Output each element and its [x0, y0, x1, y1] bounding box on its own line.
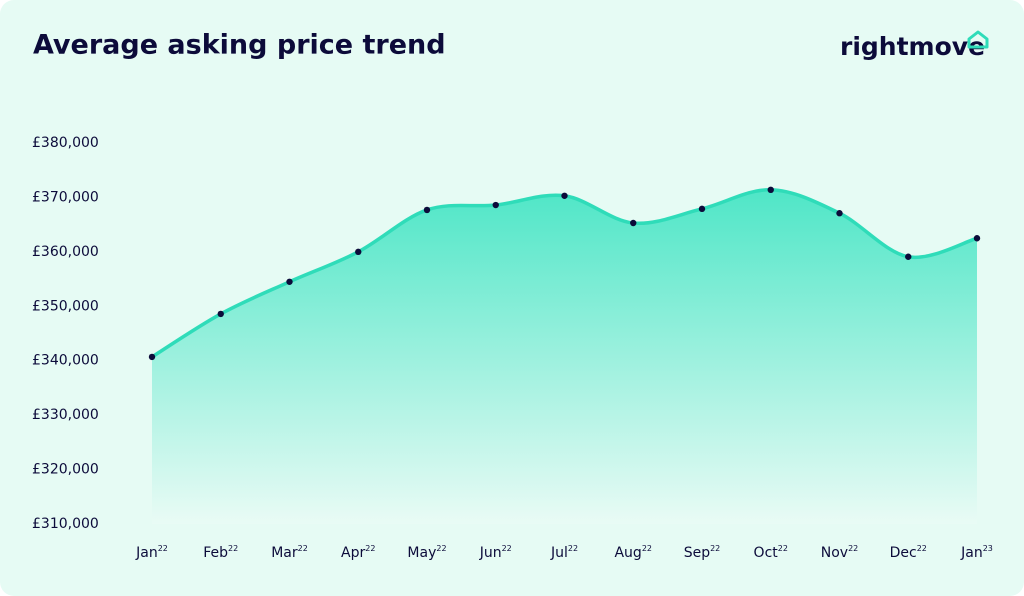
data-point [630, 219, 637, 227]
x-tick-month: Mar [271, 545, 298, 561]
data-point [355, 248, 362, 256]
data-point [286, 278, 293, 285]
x-tick-month: Oct [754, 545, 779, 561]
data-point [836, 210, 843, 217]
data-point [561, 192, 568, 199]
x-tick-year: 23 [983, 544, 993, 553]
chart-title: Average asking price trend [33, 30, 446, 61]
x-tick-label: Jul22 [550, 544, 578, 562]
x-tick-month: Jun [479, 545, 502, 561]
x-tick-month: Jan [960, 545, 983, 561]
data-point [423, 206, 431, 214]
y-tick-label: £380,000 [32, 135, 99, 151]
y-tick-label: £370,000 [32, 189, 99, 205]
x-tick-month: Nov [821, 545, 848, 561]
x-tick-label: Aug22 [614, 544, 652, 562]
x-tick-year: 22 [158, 544, 168, 553]
y-tick-label: £340,000 [32, 353, 99, 369]
x-tick-year: 22 [917, 544, 927, 553]
x-tick-year: 22 [502, 544, 512, 553]
data-point [217, 310, 224, 318]
y-tick-label: £360,000 [32, 244, 99, 260]
brand-logo: rightmove [840, 32, 985, 61]
x-tick-month: Jan [135, 545, 158, 561]
x-tick-label: Jan22 [135, 544, 168, 562]
x-tick-month: Jul [550, 545, 568, 561]
x-tick-label: May22 [407, 544, 446, 562]
x-tick-label: Mar22 [271, 544, 308, 562]
data-point [973, 235, 981, 242]
x-tick-year: 22 [228, 544, 238, 553]
x-tick-year: 22 [642, 544, 652, 553]
x-tick-year: 22 [710, 544, 720, 553]
plot-area: £310,000 £320,000 £330,000 £340,000 £350,000… [32, 135, 993, 561]
x-tick-label: Apr22 [341, 544, 375, 562]
x-tick-year: 22 [436, 544, 446, 553]
x-tick-year: 22 [298, 544, 308, 553]
x-tick-year: 22 [848, 544, 858, 553]
x-tick-year: 22 [568, 544, 578, 553]
x-tick-label: Feb22 [203, 544, 238, 562]
x-tick-label: Jun22 [479, 544, 512, 562]
x-tick-label: Nov22 [821, 544, 859, 562]
x-tick-month: Feb [203, 545, 228, 561]
x-tick-label: Dec22 [890, 544, 927, 562]
x-tick-year: 22 [778, 544, 788, 553]
x-tick-month: Apr [341, 545, 365, 561]
data-point [148, 353, 156, 361]
x-tick-label: Sep22 [684, 544, 721, 562]
y-tick-label: £350,000 [32, 298, 99, 314]
logo-house-icon [967, 30, 989, 49]
x-tick-year: 22 [365, 544, 375, 553]
x-tick-label: Oct22 [754, 544, 788, 562]
x-tick-month: May [407, 545, 436, 561]
y-tick-label: £330,000 [32, 407, 99, 423]
area-fill [152, 189, 977, 524]
y-tick-label: £310,000 [32, 516, 99, 532]
y-tick-label: £320,000 [32, 462, 99, 478]
data-point [767, 186, 774, 194]
x-tick-month: Dec [890, 545, 917, 561]
data-point [698, 205, 706, 213]
x-tick-month: Sep [684, 545, 711, 561]
x-tick-label: Jan23 [960, 544, 993, 562]
x-tick-month: Aug [614, 545, 641, 561]
data-point [905, 253, 912, 260]
data-point [492, 201, 499, 209]
